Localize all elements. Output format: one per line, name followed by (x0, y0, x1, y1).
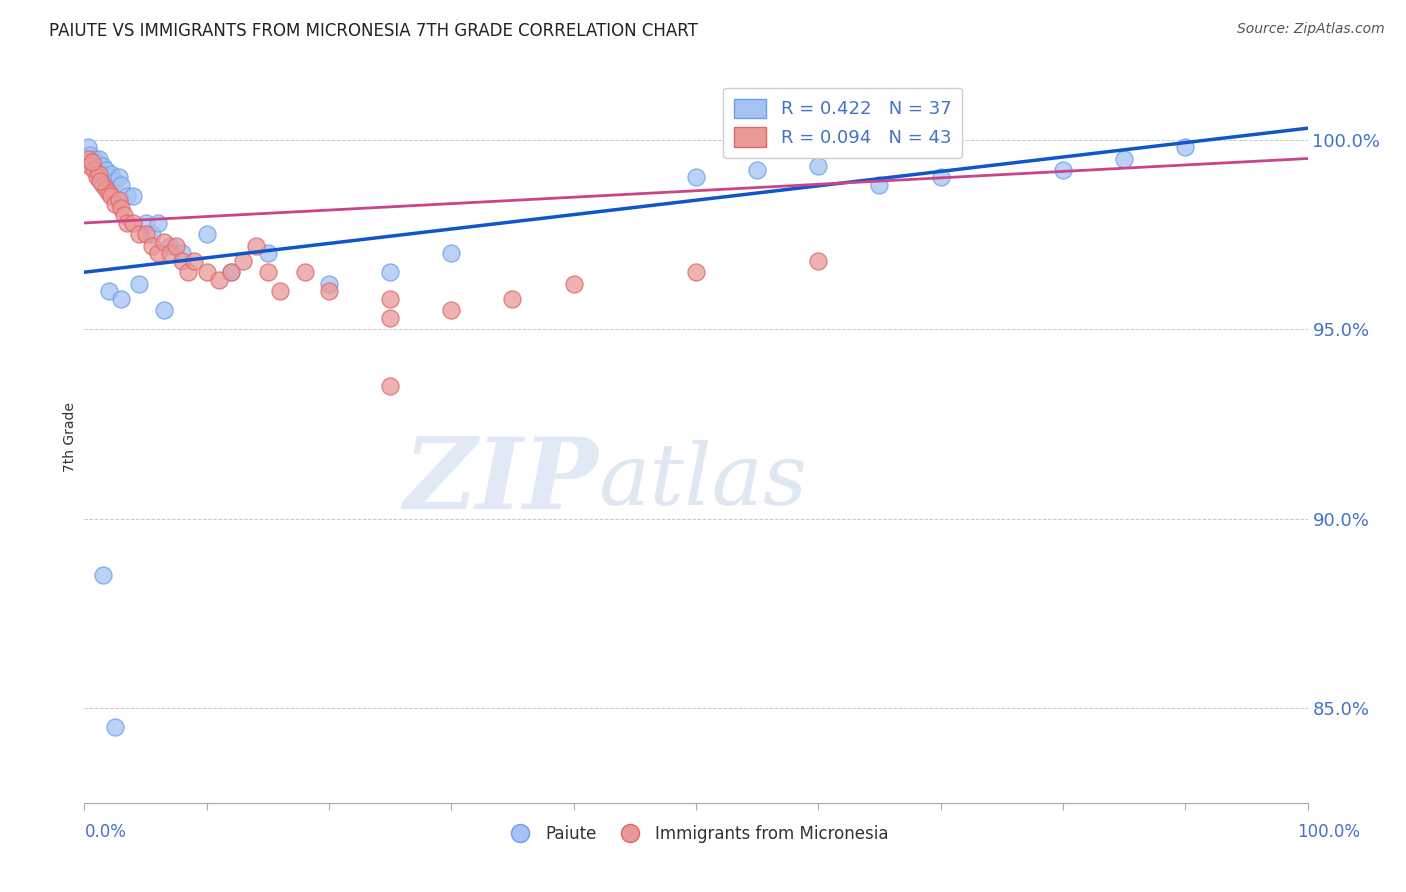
Point (104, 197, 127, 211)
Point (869, 178, 891, 192)
Point (107, 170, 129, 185)
Point (83, 152, 105, 166)
Point (153, 303, 176, 318)
Point (112, 208, 135, 222)
Point (77, 152, 100, 166)
Point (929, 170, 952, 185)
Text: ZIP: ZIP (404, 433, 598, 529)
Point (1114, 152, 1136, 166)
Point (159, 238, 181, 252)
Point (77, 140, 100, 154)
Point (269, 284, 291, 298)
Point (86, 155, 108, 169)
Point (146, 216, 169, 230)
Point (440, 303, 463, 318)
Point (219, 265, 242, 279)
Point (97, 284, 120, 298)
Point (685, 170, 707, 185)
Point (110, 178, 132, 192)
Point (245, 238, 267, 252)
Point (172, 253, 194, 268)
Point (110, 201, 132, 215)
Point (104, 174, 127, 188)
Point (232, 253, 254, 268)
Point (79, 159, 101, 173)
Point (146, 246, 169, 260)
Point (96, 182, 118, 196)
Point (380, 379, 402, 393)
Point (380, 265, 402, 279)
Point (195, 265, 218, 279)
Point (122, 189, 145, 203)
Point (257, 246, 280, 260)
Point (107, 193, 129, 207)
Text: PAIUTE VS IMMIGRANTS FROM MICRONESIA 7TH GRADE CORRELATION CHART: PAIUTE VS IMMIGRANTS FROM MICRONESIA 7TH… (49, 22, 699, 40)
Point (91, 568, 114, 582)
Point (318, 284, 340, 298)
Point (562, 277, 585, 291)
Point (141, 227, 163, 242)
Text: 0.0%: 0.0% (84, 822, 127, 840)
Point (96, 162, 118, 177)
Point (1052, 162, 1074, 177)
Point (100, 189, 122, 203)
Point (79, 147, 101, 161)
Point (128, 227, 150, 242)
Point (1174, 140, 1197, 154)
Point (294, 265, 316, 279)
Point (91, 178, 114, 192)
Point (89, 174, 111, 188)
Point (219, 265, 242, 279)
Y-axis label: 7th Grade: 7th Grade (63, 402, 77, 472)
Point (100, 167, 122, 181)
Point (747, 162, 769, 177)
Point (80, 155, 103, 169)
Point (380, 310, 402, 325)
Point (153, 235, 176, 249)
Point (87, 167, 110, 181)
Point (115, 189, 138, 203)
Text: atlas: atlas (598, 440, 807, 523)
Text: Source: ZipAtlas.com: Source: ZipAtlas.com (1237, 22, 1385, 37)
Point (183, 253, 205, 268)
Point (195, 227, 218, 242)
Point (110, 292, 132, 306)
Point (135, 227, 157, 242)
Point (91, 159, 114, 173)
Point (141, 238, 163, 252)
Point (685, 265, 707, 279)
Point (257, 265, 280, 279)
Point (440, 246, 463, 260)
Point (172, 246, 194, 260)
Point (104, 720, 127, 734)
Point (807, 159, 830, 173)
Point (208, 273, 231, 287)
Point (135, 216, 157, 230)
Point (318, 277, 340, 291)
Point (807, 253, 830, 268)
Point (97, 170, 120, 185)
Text: 100.0%: 100.0% (1298, 822, 1360, 840)
Point (87, 152, 110, 166)
Point (86, 170, 108, 185)
Point (128, 277, 150, 291)
Point (380, 292, 402, 306)
Legend: Paiute, Immigrants from Micronesia: Paiute, Immigrants from Micronesia (496, 818, 896, 849)
Point (177, 265, 200, 279)
Point (83, 162, 105, 177)
Point (165, 238, 187, 252)
Point (122, 216, 145, 230)
Point (115, 216, 138, 230)
Point (159, 246, 181, 260)
Point (502, 292, 524, 306)
Point (97, 186, 120, 200)
